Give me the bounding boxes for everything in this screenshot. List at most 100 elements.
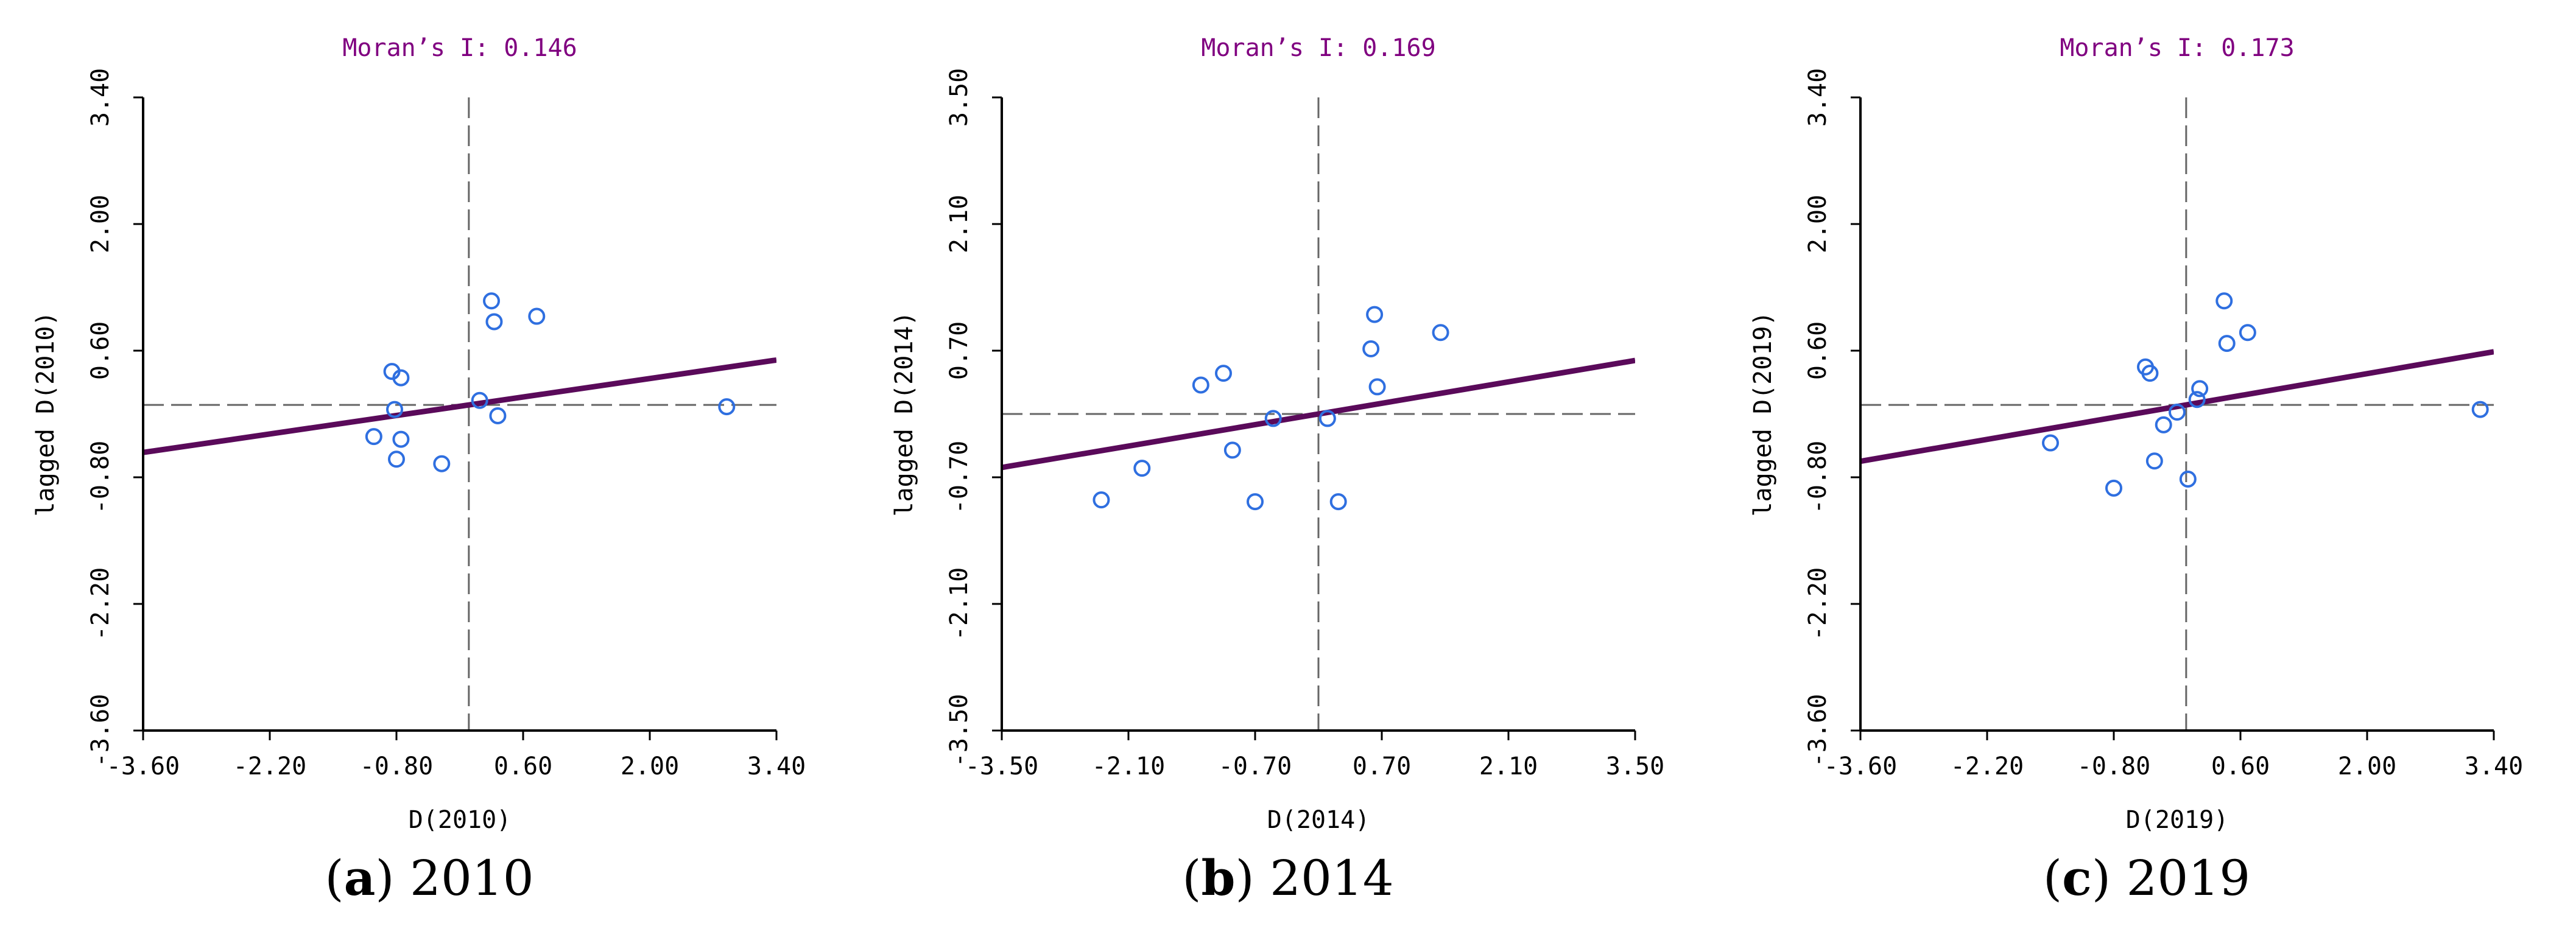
- x-tick-label: 3.40: [2465, 752, 2523, 780]
- data-point: [388, 450, 405, 468]
- y-tick-label: 3.40: [86, 68, 114, 127]
- y-tick-label: 0.60: [86, 321, 114, 380]
- x-axis-label: D(2014): [1267, 806, 1370, 834]
- data-point: [365, 428, 382, 446]
- x-axis-label: D(2019): [2126, 806, 2229, 834]
- regression-line: [1860, 349, 2494, 464]
- regression-line: [1002, 357, 1635, 471]
- data-point: [392, 369, 410, 387]
- caption-letter: a: [343, 849, 376, 906]
- y-axis-label: lagged D(2014): [890, 311, 918, 516]
- data-point: [1366, 306, 1384, 323]
- data-point: [1133, 460, 1151, 477]
- x-tick-label: 3.50: [1606, 752, 1664, 780]
- x-tick-label: 0.60: [494, 752, 552, 780]
- data-point: [1432, 324, 1449, 342]
- x-tick-label: 2.00: [2338, 752, 2396, 780]
- x-tick-label: -3.60: [1824, 752, 1897, 780]
- data-point: [2188, 391, 2206, 408]
- data-point: [1247, 493, 1264, 511]
- panel-a: Moran’s I: 0.146 -3.60 -2.20 -0.80 0.60 2.00 3…: [0, 0, 859, 929]
- y-tick-label: -0.80: [1804, 441, 1832, 514]
- data-point: [528, 307, 546, 325]
- data-point: [1264, 410, 1282, 427]
- x-tick-label: 0.70: [1353, 752, 1411, 780]
- data-point: [2179, 470, 2197, 488]
- data-point: [2137, 358, 2154, 376]
- data-point: [2215, 292, 2233, 310]
- x-tick-label: 3.40: [747, 752, 806, 780]
- data-point: [1362, 340, 1380, 358]
- data-point: [1093, 491, 1110, 509]
- caption-letter: c: [2062, 849, 2092, 906]
- x-tick-label: 2.00: [621, 752, 679, 780]
- caption-text: 2019: [2111, 850, 2251, 906]
- x-tick-label: -3.50: [965, 752, 1038, 780]
- y-tick-label: -3.60: [86, 694, 114, 767]
- y-tick-label: 2.00: [1804, 195, 1832, 253]
- x-tick-label: -2.10: [1092, 752, 1165, 780]
- y-axis-label: lagged D(2010): [32, 311, 60, 516]
- caption-b: (b) 2014: [1182, 849, 1394, 906]
- panel-b: Moran’s I: 0.169 -3.50 -2.10 -0.70 0.70 2.10 3…: [859, 0, 1717, 929]
- data-point: [433, 455, 451, 472]
- scatter-plot-b: Moran’s I: 0.169 -3.50 -2.10 -0.70 0.70 2.10 3…: [890, 34, 1664, 834]
- y-tick-label: 0.60: [1804, 321, 1832, 380]
- data-point: [2218, 335, 2236, 352]
- chart-title: Moran’s I: 0.146: [342, 34, 577, 62]
- regression-line: [143, 357, 776, 455]
- y-tick-label: 3.40: [1804, 68, 1832, 127]
- y-tick-label: -0.70: [945, 441, 973, 514]
- y-tick-label: -2.10: [945, 567, 973, 640]
- x-tick-label: -0.80: [360, 752, 433, 780]
- chart-title: Moran’s I: 0.169: [1201, 34, 1435, 62]
- x-tick-label: -2.20: [233, 752, 306, 780]
- data-point: [489, 407, 507, 424]
- y-axis-label: lagged D(2019): [1749, 311, 1777, 516]
- data-point: [2042, 434, 2059, 452]
- y-tick-label: -2.20: [86, 567, 114, 640]
- y-tick-label: -3.60: [1804, 694, 1832, 767]
- x-axis-label: D(2010): [409, 806, 512, 834]
- data-point: [2155, 416, 2172, 433]
- caption-text: 2014: [1254, 850, 1394, 906]
- data-point: [386, 401, 404, 418]
- data-point: [2145, 452, 2163, 470]
- y-tick-label: 3.50: [945, 68, 973, 127]
- x-tick-label: 0.60: [2211, 752, 2270, 780]
- y-tick-label: 2.00: [86, 195, 114, 253]
- data-point: [718, 398, 736, 416]
- y-tick-label: -3.50: [945, 694, 973, 767]
- data-point: [2169, 404, 2186, 421]
- x-tick-label: -0.70: [1219, 752, 1292, 780]
- data-point: [471, 391, 488, 409]
- data-point: [2191, 380, 2209, 398]
- caption-text: 2010: [394, 850, 534, 906]
- scatter-plot-c: Moran’s I: 0.173 -3.60 -2.20 -0.80 0.60 2.00 3…: [1749, 34, 2523, 834]
- x-tick-label: -2.20: [1951, 752, 2024, 780]
- data-point: [1318, 410, 1336, 427]
- data-point: [1215, 365, 1232, 382]
- data-point: [1223, 441, 1241, 459]
- y-tick-label: -0.80: [86, 441, 114, 514]
- data-point: [485, 313, 503, 331]
- data-point: [392, 430, 410, 448]
- x-tick-label: 2.10: [1479, 752, 1538, 780]
- data-point: [1368, 378, 1386, 396]
- y-tick-label: 2.10: [945, 195, 973, 253]
- y-tick-label: 0.70: [945, 321, 973, 380]
- x-tick-label: -0.80: [2077, 752, 2150, 780]
- caption-a: (a) 2010: [325, 849, 534, 906]
- y-tick-label: -2.20: [1804, 567, 1832, 640]
- caption-c: (c) 2019: [2043, 849, 2251, 906]
- scatter-plot-a: Moran’s I: 0.146 -3.60 -2.20 -0.80 0.60 2.00 3…: [32, 34, 806, 834]
- data-point: [1192, 376, 1209, 394]
- data-point: [2105, 479, 2122, 497]
- chart-title: Moran’s I: 0.173: [2060, 34, 2294, 62]
- x-tick-label: -3.60: [107, 752, 180, 780]
- data-point: [2471, 401, 2489, 418]
- caption-letter: b: [1201, 849, 1236, 906]
- data-point: [1329, 493, 1347, 511]
- panel-c: Moran’s I: 0.173 -3.60 -2.20 -0.80 0.60 2.00 3…: [1717, 0, 2576, 929]
